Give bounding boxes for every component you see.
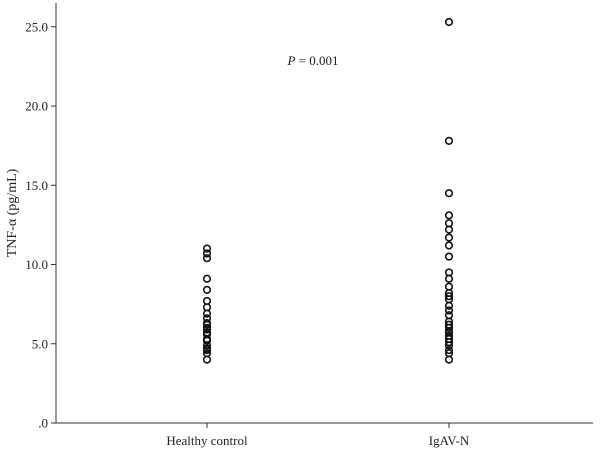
y-tick-label: 25.0 xyxy=(25,19,48,34)
data-point xyxy=(444,225,454,234)
data-point xyxy=(202,244,212,253)
data-point xyxy=(444,338,454,347)
p-value-annotation: P = 0.001 xyxy=(286,53,338,68)
data-point xyxy=(444,301,454,310)
data-point xyxy=(202,320,212,329)
p-value-text: = 0.001 xyxy=(295,53,338,68)
data-point xyxy=(202,309,212,318)
data-point xyxy=(444,189,454,198)
y-tick-label: 20.0 xyxy=(25,99,48,114)
x-category-label: IgAV-N xyxy=(429,433,470,448)
data-point xyxy=(444,136,454,145)
data-point xyxy=(202,249,212,258)
y-tick-label: 10.0 xyxy=(25,257,48,272)
data-point xyxy=(444,323,454,333)
data-point xyxy=(444,355,454,364)
data-point xyxy=(202,274,212,283)
data-point xyxy=(444,345,454,355)
data-points xyxy=(202,17,454,364)
axes xyxy=(55,3,593,424)
y-tick-label: 15.0 xyxy=(25,178,48,193)
data-point xyxy=(444,274,454,283)
y-axis-label: TNF-α (pg/mL) xyxy=(5,168,20,257)
data-point xyxy=(444,241,454,250)
data-point xyxy=(202,254,212,263)
data-point xyxy=(444,252,454,261)
p-value-symbol: P xyxy=(286,53,295,68)
data-point xyxy=(202,285,212,294)
y-ticks: .0 5.0 10.0 15.0 20.0 25.0 xyxy=(25,19,56,431)
data-point xyxy=(202,355,212,364)
y-tick-label: .0 xyxy=(38,416,48,431)
x-category-label: Healthy control xyxy=(166,433,248,448)
data-point xyxy=(202,345,212,355)
data-point xyxy=(444,233,454,242)
data-point xyxy=(444,17,454,27)
y-tick-label: 5.0 xyxy=(32,336,48,351)
x-categories: Healthy control IgAV-N xyxy=(166,423,470,448)
data-point xyxy=(444,292,454,301)
data-point xyxy=(202,325,212,334)
data-point xyxy=(202,336,212,345)
data-point xyxy=(444,211,454,220)
data-point xyxy=(444,306,454,315)
data-point xyxy=(202,341,212,350)
data-point xyxy=(444,341,454,350)
